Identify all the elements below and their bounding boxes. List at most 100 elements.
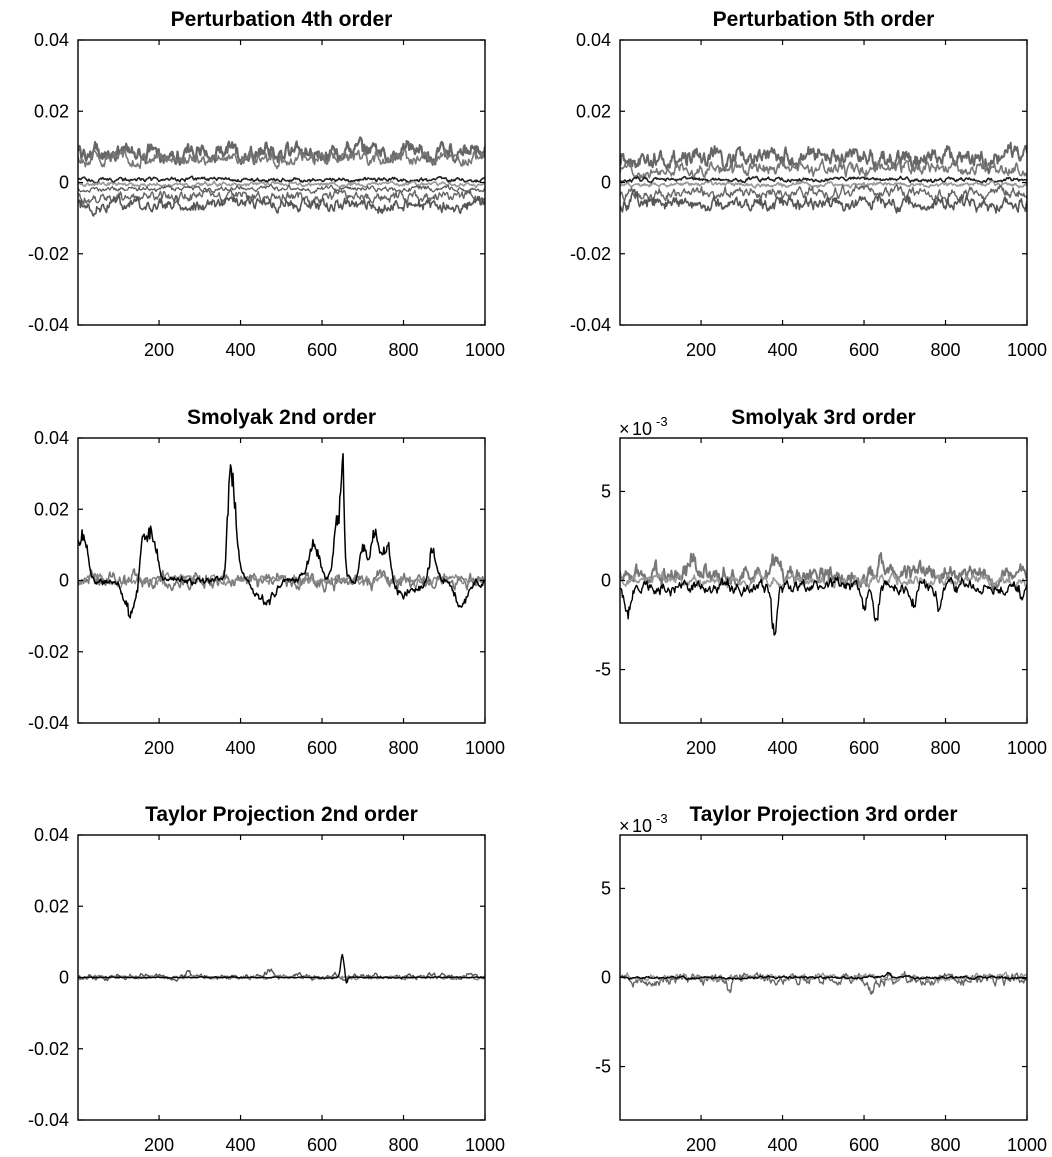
series-line-6 (78, 188, 485, 207)
x-tick-label: 200 (144, 738, 174, 758)
x-tick-label: 1000 (1007, 1135, 1047, 1155)
x-tick-label: 1000 (465, 1135, 505, 1155)
x-tick-label: 800 (930, 1135, 960, 1155)
series-group (78, 953, 485, 984)
panel-title: Taylor Projection 2nd order (145, 803, 418, 826)
panel-title: Perturbation 4th order (171, 8, 393, 31)
series-line-3 (620, 576, 1027, 636)
panel-title: Perturbation 5th order (713, 8, 935, 31)
y-tick-label: 0 (59, 173, 69, 193)
series-line-1 (620, 552, 1027, 591)
series-group (620, 552, 1027, 636)
x-tick-label: 400 (768, 738, 798, 758)
panel-2: -0.04 -0.02 0 0.02 0.04 200 400 600 800 1000 Pertu… (570, 8, 1047, 360)
y-tick-label: -5 (595, 1057, 611, 1077)
x-tick-label: 600 (307, 340, 337, 360)
y-tick-label: -0.02 (570, 244, 611, 264)
series-line-1 (78, 968, 485, 982)
x-tick-label: 200 (144, 1135, 174, 1155)
x-tick-label: 600 (307, 738, 337, 758)
y-tick-label: 0.04 (34, 30, 69, 50)
series-line-1 (78, 136, 485, 166)
y-tick-label: -5 (595, 660, 611, 680)
x-tick-label: 800 (388, 1135, 418, 1155)
y-tick-label: -0.02 (28, 642, 69, 662)
series-line-1 (620, 970, 1027, 995)
series-line-6 (620, 189, 1027, 214)
series-line-1 (620, 141, 1027, 175)
series-group (78, 452, 485, 619)
x-tick-label: 400 (768, 1135, 798, 1155)
y-tick-label: -0.04 (28, 713, 69, 733)
y-tick-label: 0.04 (34, 825, 69, 845)
y-tick-label: 0.02 (34, 499, 69, 519)
x-tick-label: 800 (388, 340, 418, 360)
y-tick-label: 0 (601, 571, 611, 591)
y-tick-label: -0.02 (28, 1039, 69, 1059)
x-tick-label: 800 (930, 340, 960, 360)
axis-multiplier-times: × (619, 816, 630, 836)
y-tick-label: 0.02 (34, 101, 69, 121)
series-line-3 (78, 175, 485, 184)
panel-title: Taylor Projection 3rd order (689, 803, 957, 826)
panel-3: -0.04 -0.02 0 0.02 0.04 200 400 600 800 1000 Smoly… (28, 406, 505, 758)
x-tick-label: 400 (226, 340, 256, 360)
panel-title: Smolyak 3rd order (731, 406, 915, 429)
y-tick-label: 0 (601, 968, 611, 988)
y-tick-label: 5 (601, 481, 611, 501)
series-line-5 (78, 184, 485, 194)
x-tick-label: 600 (307, 1135, 337, 1155)
x-tick-label: 200 (686, 738, 716, 758)
y-tick-label: -0.04 (28, 315, 69, 335)
panel-1: -0.04 -0.02 0 0.02 0.04 200 400 600 800 1000 Pertu… (28, 8, 505, 360)
axis-multiplier-times: × (619, 419, 630, 439)
y-tick-label: -0.04 (28, 1110, 69, 1130)
x-tick-label: 600 (849, 340, 879, 360)
series-line-2 (620, 158, 1027, 179)
y-tick-label: 0 (601, 173, 611, 193)
y-tick-label: 0.04 (34, 428, 69, 448)
plot-frame (619, 39, 1028, 326)
x-tick-label: 200 (686, 340, 716, 360)
series-line-2 (78, 572, 485, 590)
axis-multiplier-exponent: -3 (656, 811, 668, 826)
y-tick-label: 0.02 (576, 101, 611, 121)
series-line-4 (620, 180, 1027, 189)
y-tick-label: 0 (59, 968, 69, 988)
x-tick-label: 1000 (465, 340, 505, 360)
series-line-7 (78, 195, 485, 217)
x-tick-label: 1000 (465, 738, 505, 758)
x-tick-label: 800 (388, 738, 418, 758)
x-tick-label: 400 (226, 738, 256, 758)
x-tick-label: 800 (930, 738, 960, 758)
x-tick-label: 600 (849, 738, 879, 758)
panel-6: -5 0 5 200 400 600 800 1000 Taylor Projection 3r… (595, 803, 1047, 1155)
series-group (78, 136, 485, 217)
panel-title: Smolyak 2nd order (187, 406, 376, 429)
x-tick-label: 600 (849, 1135, 879, 1155)
x-tick-label: 200 (686, 1135, 716, 1155)
series-line-3 (620, 175, 1027, 184)
x-tick-label: 1000 (1007, 340, 1047, 360)
y-tick-label: 5 (601, 878, 611, 898)
y-tick-label: 0.02 (34, 896, 69, 916)
series-line-3 (78, 953, 485, 984)
axis-multiplier-exponent: -3 (656, 414, 668, 429)
series-group (620, 970, 1027, 995)
series-line-2 (620, 570, 1027, 591)
series-line-3 (78, 452, 485, 619)
y-tick-label: 0 (59, 571, 69, 591)
panel-5: -0.04 -0.02 0 0.02 0.04 200 400 600 800 1000 Taylo… (28, 803, 505, 1155)
axis-multiplier-base: 10 (632, 816, 652, 836)
axis-multiplier-base: 10 (632, 419, 652, 439)
y-tick-label: -0.04 (570, 315, 611, 335)
series-line-2 (78, 148, 485, 170)
y-tick-label: 0.04 (576, 30, 611, 50)
x-tick-label: 400 (768, 340, 798, 360)
x-tick-label: 1000 (1007, 738, 1047, 758)
plot-frame (77, 39, 486, 326)
series-line-3 (620, 971, 1027, 981)
x-tick-label: 200 (144, 340, 174, 360)
series-group (620, 141, 1027, 214)
